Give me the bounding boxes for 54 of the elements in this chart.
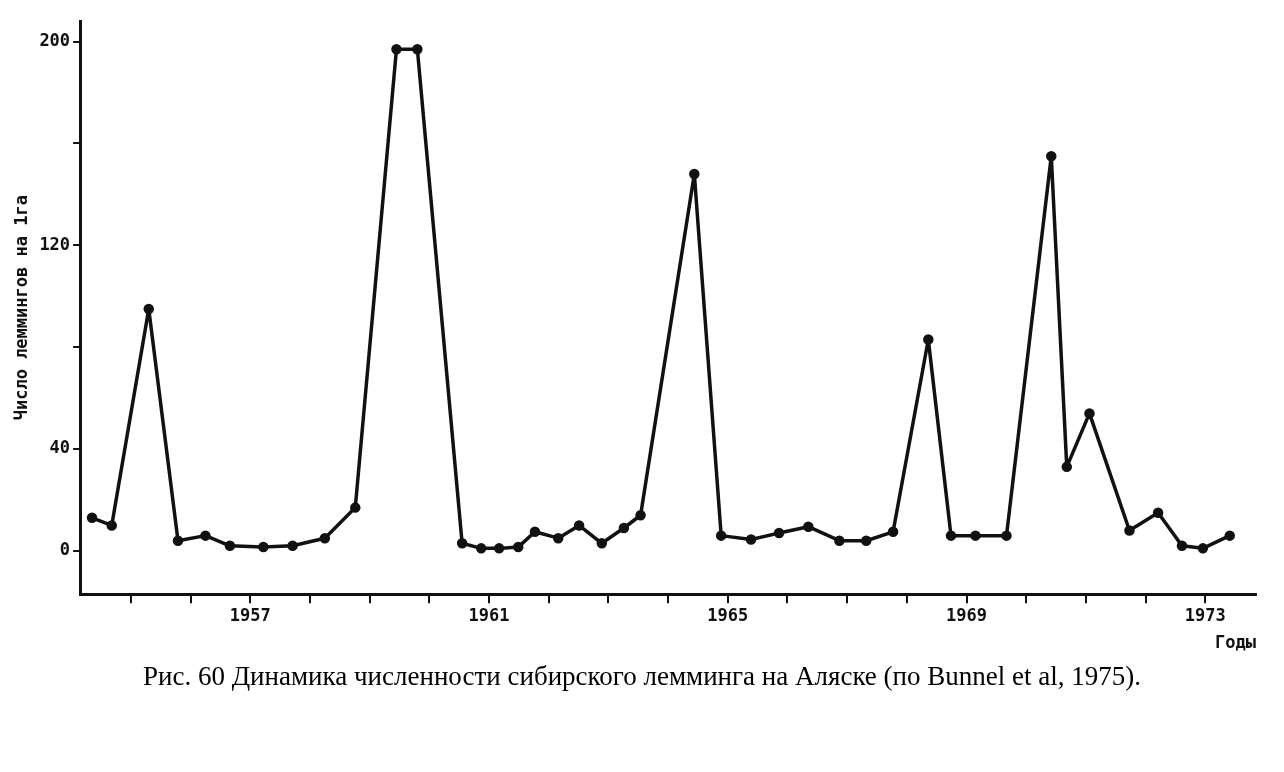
point — [1061, 461, 1073, 473]
point — [143, 303, 154, 315]
point — [834, 535, 845, 546]
point — [923, 334, 934, 345]
text: Рис. 60 Динамика численности сибирского лемминга на Аляске (по Bunnel et al, 1975). — [142, 660, 1142, 692]
point — [1046, 150, 1057, 162]
point — [745, 534, 757, 545]
point — [456, 538, 468, 549]
x-tick-label: 1961 — [468, 604, 510, 625]
x-axis-title: Годы — [1215, 632, 1256, 653]
point — [475, 543, 487, 554]
point — [350, 502, 361, 513]
point — [1224, 530, 1235, 541]
point — [803, 521, 814, 532]
point — [1152, 507, 1164, 518]
point — [887, 526, 899, 538]
point — [715, 530, 727, 541]
point — [573, 520, 585, 531]
x-tick-label: 1969 — [946, 604, 987, 625]
y-tick-label: 0 — [59, 539, 71, 560]
point — [596, 538, 608, 549]
point — [391, 43, 402, 55]
point — [529, 526, 541, 538]
point — [86, 512, 98, 524]
point — [552, 532, 564, 544]
x-tick-label: 1973 — [1184, 604, 1226, 625]
point — [172, 535, 184, 546]
point — [970, 530, 981, 541]
point — [258, 541, 269, 553]
point — [224, 540, 236, 552]
point — [635, 510, 646, 521]
point — [618, 522, 630, 534]
point — [200, 530, 211, 541]
point — [493, 543, 505, 554]
point — [1001, 530, 1012, 541]
point — [287, 540, 298, 552]
point — [1176, 540, 1188, 552]
point — [1124, 525, 1135, 536]
y-tick-label: 40 — [49, 437, 71, 458]
point — [945, 530, 957, 541]
point — [412, 43, 423, 55]
y-tick-label: 200 — [39, 30, 71, 50]
point — [106, 520, 117, 531]
point — [319, 532, 331, 544]
x-tick-label: 1957 — [229, 604, 271, 625]
point — [860, 535, 872, 546]
x-tick-label: 1965 — [707, 604, 749, 625]
point — [1084, 408, 1095, 419]
y-tick-label: 120 — [39, 233, 71, 254]
y-axis-title: Число леммингов на 1га — [10, 195, 31, 421]
point — [689, 168, 700, 180]
point — [773, 527, 785, 539]
point — [1197, 543, 1209, 554]
point — [512, 541, 524, 553]
